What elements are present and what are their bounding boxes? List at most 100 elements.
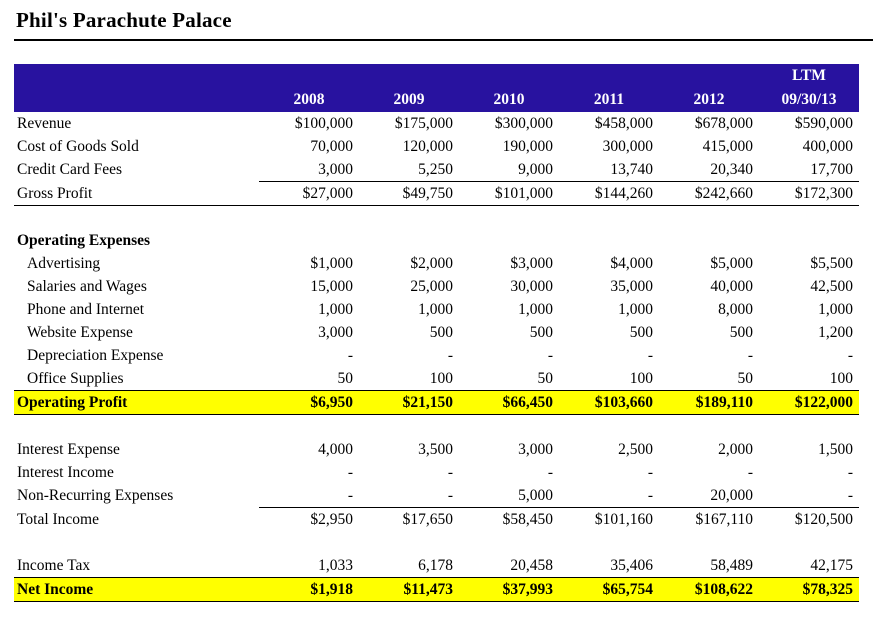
value-cell: - <box>847 464 853 481</box>
table-row: Interest Expense 4,000 3,500 3,000 2,500 2,00… <box>14 438 859 461</box>
value-cell <box>459 229 559 252</box>
value-cell: 100 <box>629 370 653 387</box>
ltm-label: LTM <box>759 64 859 88</box>
year-header-cell: 2010 <box>459 88 559 112</box>
value-cell: $2,000 <box>410 255 453 272</box>
value-cell: 500 <box>529 324 553 341</box>
table-row: Website Expense 3,000 500 500 500 500 1,200 <box>14 321 859 344</box>
value-cell: $49,750 <box>359 181 459 206</box>
value-cell: 100 <box>829 370 853 387</box>
row-label: Gross Profit <box>14 181 259 206</box>
spacer-cell <box>14 415 859 439</box>
value-cell: 50 <box>737 370 754 387</box>
value-cell: $66,450 <box>459 390 559 415</box>
row-label: Total Income <box>17 510 99 528</box>
value-cell: 25,000 <box>410 278 453 295</box>
table-row: Operating Profit $6,950 $21,150 $66,450 $103… <box>14 390 859 415</box>
value-cell: 4,000 <box>318 441 353 458</box>
value-cell <box>659 229 759 252</box>
value-cell: - <box>447 347 453 364</box>
value-cell <box>559 229 659 252</box>
table-body: Revenue $100,000 $175,000 $300,000 $458,000 $… <box>14 112 859 602</box>
value-cell: $4,000 <box>610 255 653 272</box>
value-cell: $27,000 <box>259 181 359 206</box>
value-cell: $300,000 <box>494 115 553 132</box>
value-cell: $175,000 <box>394 115 453 132</box>
year-header-cell: 09/30/13 <box>759 88 859 112</box>
value-cell: $172,300 <box>759 181 859 206</box>
value-cell: $122,000 <box>759 390 859 415</box>
table-row: Operating Expenses <box>14 229 859 252</box>
table-row: Phone and Internet 1,000 1,000 1,000 1,000 8,… <box>14 298 859 321</box>
row-label: Operating Expenses <box>17 232 151 249</box>
year-header-cell: 2012 <box>659 88 759 112</box>
spacer-cell <box>14 206 859 230</box>
value-cell: 120,000 <box>402 138 453 155</box>
row-label: Interest Expense <box>17 441 120 458</box>
table-row: Income Tax 1,033 6,178 20,458 35,406 58,489 42… <box>14 554 859 578</box>
value-cell: - <box>759 484 859 508</box>
row-label: Office Supplies <box>27 370 124 387</box>
value-cell: 1,200 <box>818 324 853 341</box>
value-cell: $65,754 <box>559 577 659 602</box>
spacer-row <box>14 415 859 439</box>
row-label: Salaries and Wages <box>27 278 147 295</box>
value-cell: $17,650 <box>402 511 453 528</box>
value-cell: 20,340 <box>659 158 759 182</box>
value-cell: $678,000 <box>694 115 753 132</box>
value-cell: - <box>747 464 753 481</box>
value-cell: 500 <box>729 324 753 341</box>
row-label: Non-Recurring Expenses <box>17 487 174 505</box>
value-cell: 30,000 <box>510 278 553 295</box>
value-cell: 42,175 <box>810 557 853 574</box>
value-cell: 6,178 <box>418 557 453 574</box>
value-cell: $103,660 <box>559 390 659 415</box>
value-cell: - <box>447 464 453 481</box>
value-cell: 3,000 <box>318 324 353 341</box>
title-rule <box>14 39 873 41</box>
value-cell: $3,000 <box>510 255 553 272</box>
row-label: Phone and Internet <box>27 301 145 318</box>
value-cell: $101,160 <box>594 511 653 528</box>
row-label: Depreciation Expense <box>27 347 164 364</box>
value-cell: $5,500 <box>810 255 853 272</box>
value-cell: 2,000 <box>718 441 753 458</box>
value-cell: 300,000 <box>602 138 653 155</box>
row-label: Revenue <box>17 115 72 132</box>
value-cell: 1,000 <box>518 301 553 318</box>
table-row: Interest Income - - - - - - <box>14 461 859 484</box>
year-header-row: 2008 2009 2010 2011 2012 09/30/13 <box>14 88 859 112</box>
spacer-row <box>14 531 859 554</box>
spacer-row <box>14 206 859 230</box>
value-cell: - <box>547 464 553 481</box>
value-cell: $167,110 <box>695 511 753 528</box>
value-cell: $1,000 <box>310 255 353 272</box>
value-cell: 190,000 <box>502 138 553 155</box>
value-cell: - <box>347 464 353 481</box>
value-cell: $100,000 <box>294 115 353 132</box>
table-row: Advertising $1,000 $2,000 $3,000 $4,000 $5,00… <box>14 252 859 275</box>
table-row: Cost of Goods Sold 70,000 120,000 190,000 30… <box>14 135 859 158</box>
value-cell: $590,000 <box>794 115 853 132</box>
year-header-cell: 2008 <box>259 88 359 112</box>
value-cell: $108,622 <box>659 577 759 602</box>
value-cell: 1,000 <box>318 301 353 318</box>
value-cell: $37,993 <box>459 577 559 602</box>
value-cell: 2,500 <box>618 441 653 458</box>
value-cell <box>759 229 859 252</box>
row-label: Cost of Goods Sold <box>17 138 139 155</box>
value-cell: $242,660 <box>659 181 759 206</box>
table-row: Revenue $100,000 $175,000 $300,000 $458,000 $… <box>14 112 859 135</box>
row-label: Net Income <box>14 577 259 602</box>
value-cell: - <box>559 484 659 508</box>
ltm-header-row: LTM <box>14 64 859 88</box>
value-cell: 58,489 <box>710 557 753 574</box>
value-cell: 42,500 <box>810 278 853 295</box>
value-cell: 1,000 <box>818 301 853 318</box>
value-cell: 50 <box>537 370 554 387</box>
value-cell: 70,000 <box>310 138 353 155</box>
ltm-row-spacer <box>14 64 259 88</box>
value-cell: 1,033 <box>318 557 353 574</box>
income-statement-table: LTM 2008 2009 2010 2011 2012 09/30/13 Revenue… <box>14 64 859 602</box>
value-cell: 40,000 <box>710 278 753 295</box>
